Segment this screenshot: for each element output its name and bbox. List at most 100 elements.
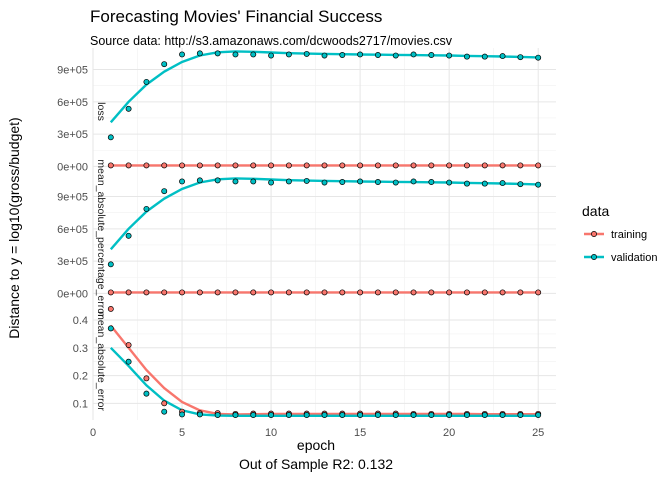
point-training <box>410 289 417 296</box>
point-training <box>179 289 185 296</box>
point-training <box>517 289 524 296</box>
x-tick-label: 5 <box>179 427 185 439</box>
point-validation <box>517 54 524 61</box>
legend: data training validation <box>582 203 657 264</box>
x-axis-label: epoch <box>297 437 335 453</box>
point-validation <box>535 54 542 61</box>
x-axis: 0 5 10 15 20 25 <box>90 427 544 439</box>
point-validation <box>232 412 239 418</box>
y-tick-label: 6e+05 <box>57 224 88 236</box>
point-validation <box>161 188 168 195</box>
point-validation <box>339 179 346 185</box>
point-training <box>517 162 524 169</box>
point-training <box>464 162 470 169</box>
smooth-line-validation <box>109 50 539 124</box>
point-training <box>285 289 292 296</box>
point-validation <box>357 178 364 185</box>
point-validation <box>535 412 542 418</box>
point-validation <box>321 52 328 59</box>
point-validation <box>446 412 453 418</box>
point-validation <box>285 178 292 185</box>
panel-loss: 0e+00 3e+05 6e+05 9e+05 loss <box>57 48 556 175</box>
point-training <box>464 289 470 296</box>
point-validation <box>196 50 203 57</box>
panel-mean_absolute_percentage_error: 0e+00 3e+05 6e+05 9e+05 mean_absolute_percen… <box>57 159 556 318</box>
facet-strip-label: mean_absolute_error <box>95 311 107 411</box>
point-training <box>446 289 453 296</box>
point-training <box>161 400 168 407</box>
point-validation <box>374 52 381 58</box>
smooth-line-validation <box>109 346 539 417</box>
point-training <box>303 162 310 169</box>
point-validation <box>428 412 435 418</box>
y-tick-label: 0e+00 <box>57 161 88 173</box>
chart-subtitle: Source data: http://s3.amazonaws.com/dcw… <box>90 34 453 48</box>
point-validation <box>196 177 203 184</box>
y-tick-label: 9e+05 <box>57 192 88 204</box>
point-training <box>125 342 132 348</box>
chart-caption: Out of Sample R2: 0.132 <box>239 456 393 472</box>
point-validation <box>268 52 275 59</box>
point-validation <box>250 178 257 185</box>
point-validation <box>285 51 292 58</box>
point-training <box>143 289 150 296</box>
point-validation <box>535 181 542 188</box>
facet-strip-label: mean_absolute_percentage_error <box>95 159 107 318</box>
point-validation <box>268 179 275 186</box>
point-validation <box>428 179 435 185</box>
point-validation <box>392 412 399 418</box>
point-training <box>232 162 239 169</box>
point-validation <box>179 411 185 418</box>
point-validation <box>499 180 506 187</box>
point-validation <box>481 53 488 60</box>
point-validation <box>410 51 417 58</box>
point-training <box>481 162 488 169</box>
panel-mean_absolute_error: 0.1 0.2 0.3 0.4 mean_absolute_error <box>73 302 556 420</box>
point-training <box>125 289 132 296</box>
point-validation <box>303 177 310 184</box>
point-validation <box>214 50 221 57</box>
point-training <box>179 162 185 169</box>
y-tick-label: 3e+05 <box>57 256 88 268</box>
point-validation <box>464 412 470 418</box>
point-validation <box>125 358 132 365</box>
point-validation <box>232 51 239 58</box>
point-training <box>499 289 506 296</box>
point-training <box>357 289 364 296</box>
point-training <box>143 375 150 382</box>
point-validation <box>196 411 203 418</box>
point-training <box>392 162 399 169</box>
point-training <box>161 162 168 169</box>
point-training <box>481 289 488 296</box>
point-validation <box>161 61 168 68</box>
point-validation <box>464 180 470 187</box>
point-training <box>196 162 203 169</box>
point-training <box>107 305 114 312</box>
point-validation <box>285 412 292 418</box>
y-axis-label: Distance to y = log10(gross/budget) <box>6 117 22 338</box>
point-validation <box>374 179 381 185</box>
point-validation <box>214 177 221 184</box>
point-validation <box>107 261 114 268</box>
point-training <box>321 162 328 169</box>
point-training <box>357 162 364 169</box>
point-training <box>143 162 150 169</box>
x-tick-label: 15 <box>354 427 366 439</box>
point-validation <box>321 179 328 186</box>
x-tick-label: 10 <box>265 427 277 439</box>
point-validation <box>107 134 114 141</box>
point-validation <box>179 51 185 58</box>
point-training <box>107 162 114 169</box>
point-training <box>374 289 381 296</box>
point-validation <box>303 50 310 57</box>
legend-key-point-training <box>591 231 597 237</box>
point-validation <box>339 52 346 58</box>
point-validation <box>143 390 150 397</box>
point-training <box>125 162 132 169</box>
point-training <box>499 162 506 169</box>
point-validation <box>250 412 257 418</box>
y-tick-label: 9e+05 <box>57 65 88 77</box>
smooth-line-training <box>109 324 539 416</box>
point-validation <box>446 179 453 186</box>
